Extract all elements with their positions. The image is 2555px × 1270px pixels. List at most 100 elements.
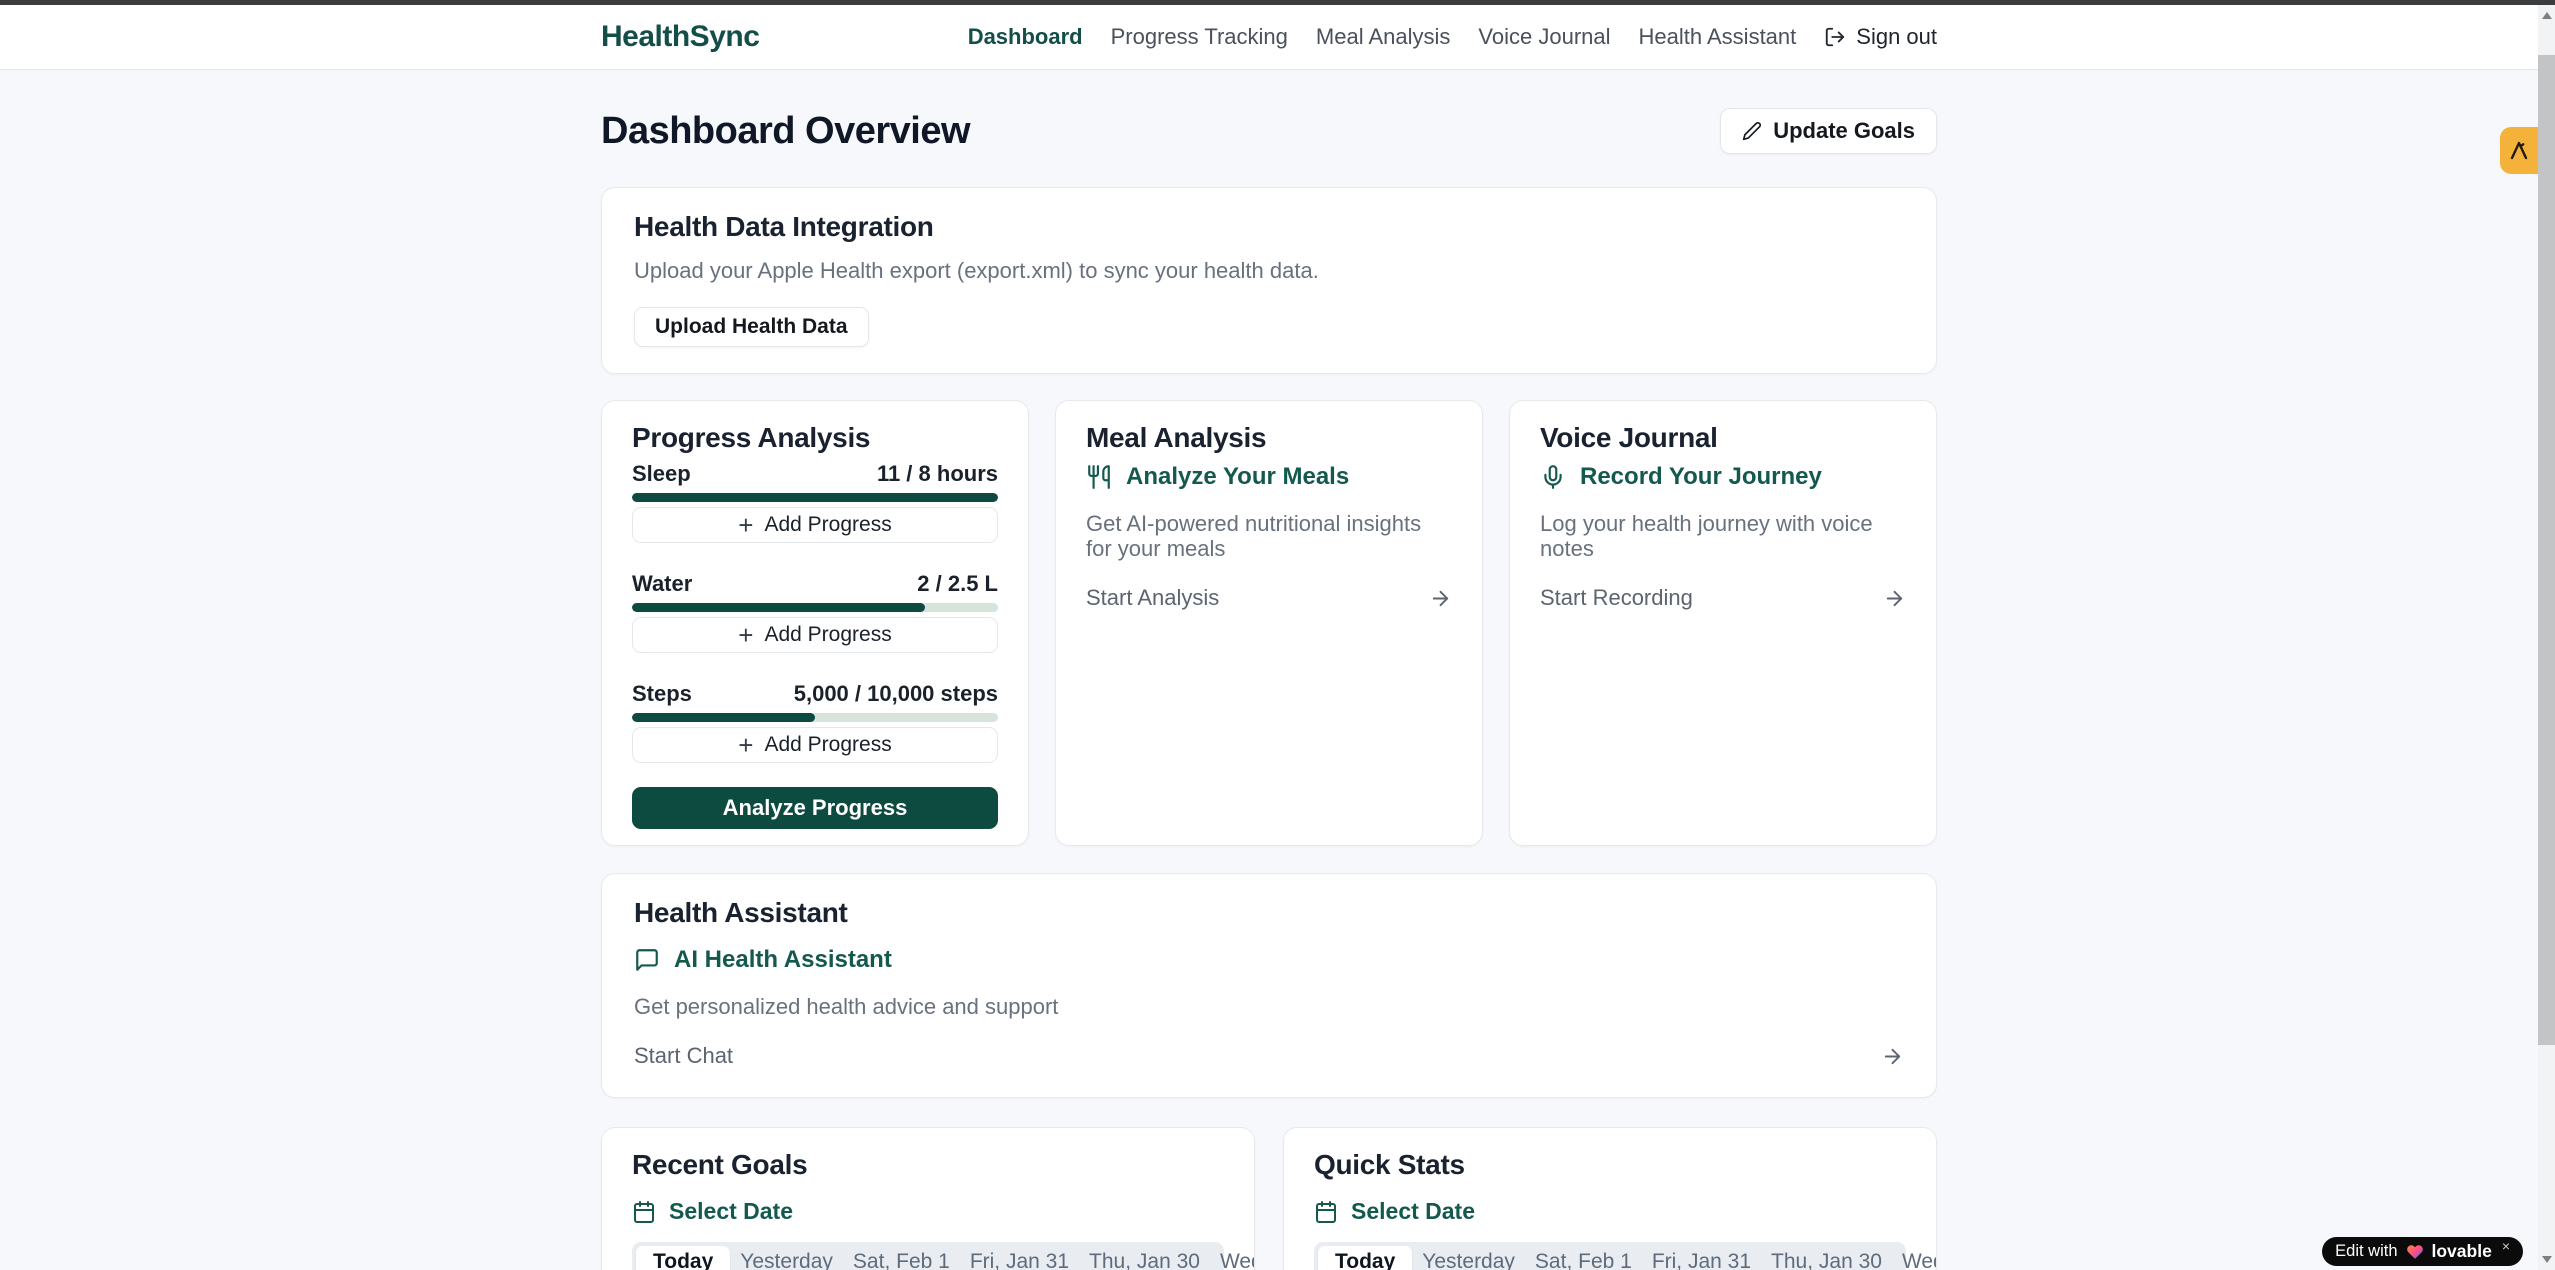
- steps-label: Steps: [632, 681, 692, 706]
- analyze-your-meals-label: Analyze Your Meals: [1126, 463, 1350, 490]
- calendar-icon: [1314, 1200, 1338, 1224]
- nav-dashboard[interactable]: Dashboard: [967, 24, 1083, 49]
- utensils-icon: [1086, 464, 1112, 490]
- select-date-label: Select Date: [1351, 1198, 1476, 1224]
- steps-progress-fill: [632, 713, 815, 722]
- badge-prefix: Edit with: [2335, 1242, 2398, 1260]
- health-data-integration-card: Health Data Integration Upload your Appl…: [601, 187, 1937, 374]
- quick-stats-select-date[interactable]: Select Date: [1314, 1198, 1906, 1225]
- start-recording-row[interactable]: Start Recording: [1540, 585, 1906, 611]
- tab-today[interactable]: Today: [636, 1246, 731, 1270]
- steps-value: 5,000 / 10,000 steps: [793, 681, 998, 706]
- sleep-add-progress-button[interactable]: + Add Progress: [632, 507, 998, 543]
- heart-icon: [2406, 1243, 2424, 1261]
- recent-goals-title: Recent Goals: [632, 1149, 808, 1180]
- steps-metric: Steps 5,000 / 10,000 steps + Add Progres…: [632, 683, 998, 763]
- integration-description: Upload your Apple Health export (export.…: [634, 258, 1319, 283]
- meal-title: Meal Analysis: [1086, 422, 1267, 453]
- quick-stats-card: Quick Stats Select Date Today Yesterday …: [1283, 1127, 1937, 1270]
- voice-journal-card: Voice Journal Record Your Journey Log yo…: [1509, 400, 1937, 846]
- pencil-icon: [1742, 121, 1762, 141]
- lovable-fab[interactable]: [2500, 127, 2538, 174]
- quick-stats-title: Quick Stats: [1314, 1149, 1465, 1180]
- tab-thu-jan-30[interactable]: Thu, Jan 30: [1771, 1250, 1882, 1270]
- add-progress-label: Add Progress: [764, 513, 892, 536]
- plus-icon: +: [738, 620, 754, 650]
- tab-yesterday[interactable]: Yesterday: [740, 1250, 833, 1270]
- assistant-description: Get personalized health advice and suppo…: [634, 994, 1059, 1019]
- update-goals-button[interactable]: Update Goals: [1720, 108, 1937, 154]
- tab-wed-jan-29[interactable]: Wed, Jan 29: [1901, 1250, 1936, 1270]
- sleep-label: Sleep: [632, 461, 691, 486]
- start-analysis-label: Start Analysis: [1086, 585, 1220, 610]
- sleep-progress-bar: [632, 493, 998, 502]
- nav-voice-journal[interactable]: Voice Journal: [1478, 24, 1611, 49]
- arrow-right-icon: [1881, 1045, 1904, 1068]
- update-goals-label: Update Goals: [1773, 118, 1915, 143]
- lovable-logo-icon: [2507, 139, 2531, 163]
- nav-progress-tracking[interactable]: Progress Tracking: [1110, 24, 1288, 49]
- sleep-value: 11 / 8 hours: [876, 461, 998, 486]
- steps-add-progress-button[interactable]: + Add Progress: [632, 727, 998, 763]
- recent-goals-select-date[interactable]: Select Date: [632, 1198, 1224, 1225]
- water-progress-bar: [632, 603, 998, 612]
- sleep-progress-fill: [632, 493, 998, 502]
- microphone-icon: [1540, 464, 1566, 490]
- record-your-journey-label: Record Your Journey: [1580, 463, 1822, 490]
- vertical-scrollbar[interactable]: [2538, 5, 2555, 1270]
- recent-goals-date-tabs: Today Yesterday Sat, Feb 1 Fri, Jan 31 T…: [632, 1242, 1254, 1270]
- meal-analysis-card: Meal Analysis Analyze Your Meals Get AI-…: [1055, 400, 1483, 846]
- nav-meal-analysis[interactable]: Meal Analysis: [1315, 24, 1451, 49]
- app-logo[interactable]: HealthSync: [601, 20, 760, 53]
- ai-health-assistant-link[interactable]: AI Health Assistant: [634, 946, 1904, 974]
- tab-sat-feb-1[interactable]: Sat, Feb 1: [852, 1250, 950, 1270]
- plus-icon: +: [738, 510, 754, 540]
- tab-thu-jan-30[interactable]: Thu, Jan 30: [1089, 1250, 1200, 1270]
- analyze-your-meals-link[interactable]: Analyze Your Meals: [1086, 463, 1452, 491]
- sleep-metric: Sleep 11 / 8 hours + Add Progress: [632, 463, 998, 543]
- start-analysis-row[interactable]: Start Analysis: [1086, 585, 1452, 611]
- start-chat-label: Start Chat: [634, 1043, 734, 1068]
- ai-health-assistant-label: AI Health Assistant: [674, 946, 892, 973]
- voice-title: Voice Journal: [1540, 422, 1718, 453]
- scrollbar-thumb[interactable]: [2538, 55, 2555, 1045]
- progress-analysis-card: Progress Analysis Sleep 11 / 8 hours + A…: [601, 400, 1029, 846]
- recent-goals-card: Recent Goals Select Date Today Yesterday…: [601, 1127, 1255, 1270]
- page-title: Dashboard Overview: [601, 109, 971, 152]
- record-your-journey-link[interactable]: Record Your Journey: [1540, 463, 1906, 491]
- calendar-icon: [632, 1200, 656, 1224]
- tab-fri-jan-31[interactable]: Fri, Jan 31: [969, 1250, 1070, 1270]
- tab-fri-jan-31[interactable]: Fri, Jan 31: [1651, 1250, 1752, 1270]
- tab-yesterday[interactable]: Yesterday: [1422, 1250, 1515, 1270]
- start-chat-row[interactable]: Start Chat: [634, 1043, 1904, 1069]
- health-assistant-card: Health Assistant AI Health Assistant Get…: [601, 873, 1937, 1098]
- sign-out-button[interactable]: Sign out: [1824, 24, 1937, 50]
- water-progress-fill: [632, 603, 925, 612]
- plus-icon: +: [738, 730, 754, 760]
- tab-today[interactable]: Today: [1318, 1246, 1413, 1270]
- window-top-strip: [0, 0, 2555, 5]
- edit-with-lovable-badge[interactable]: Edit with lovable ×: [2322, 1237, 2523, 1266]
- meal-description: Get AI-powered nutritional insights for …: [1086, 511, 1422, 561]
- add-progress-label: Add Progress: [764, 733, 892, 756]
- sign-out-label: Sign out: [1856, 24, 1937, 49]
- badge-brand: lovable: [2431, 1241, 2492, 1261]
- assistant-title: Health Assistant: [634, 897, 848, 928]
- steps-progress-bar: [632, 713, 998, 722]
- quick-stats-date-tabs: Today Yesterday Sat, Feb 1 Fri, Jan 31 T…: [1314, 1242, 1936, 1270]
- water-label: Water: [632, 571, 693, 596]
- nav-health-assistant[interactable]: Health Assistant: [1638, 24, 1797, 49]
- tab-sat-feb-1[interactable]: Sat, Feb 1: [1534, 1250, 1632, 1270]
- start-recording-label: Start Recording: [1540, 585, 1693, 610]
- chat-bubble-icon: [634, 947, 660, 973]
- scrollbar-down-icon[interactable]: [2538, 1251, 2555, 1268]
- tab-wed-jan-29[interactable]: Wed, Jan 29: [1219, 1250, 1254, 1270]
- water-add-progress-button[interactable]: + Add Progress: [632, 617, 998, 653]
- upload-health-data-button[interactable]: Upload Health Data: [634, 307, 869, 347]
- app-header: HealthSync Dashboard Progress Tracking M…: [0, 5, 2538, 70]
- badge-close-icon[interactable]: ×: [2501, 1237, 2510, 1254]
- analyze-progress-button[interactable]: Analyze Progress: [632, 787, 998, 829]
- water-value: 2 / 2.5 L: [917, 571, 998, 596]
- scrollbar-up-icon[interactable]: [2538, 7, 2555, 24]
- log-out-icon: [1824, 26, 1846, 48]
